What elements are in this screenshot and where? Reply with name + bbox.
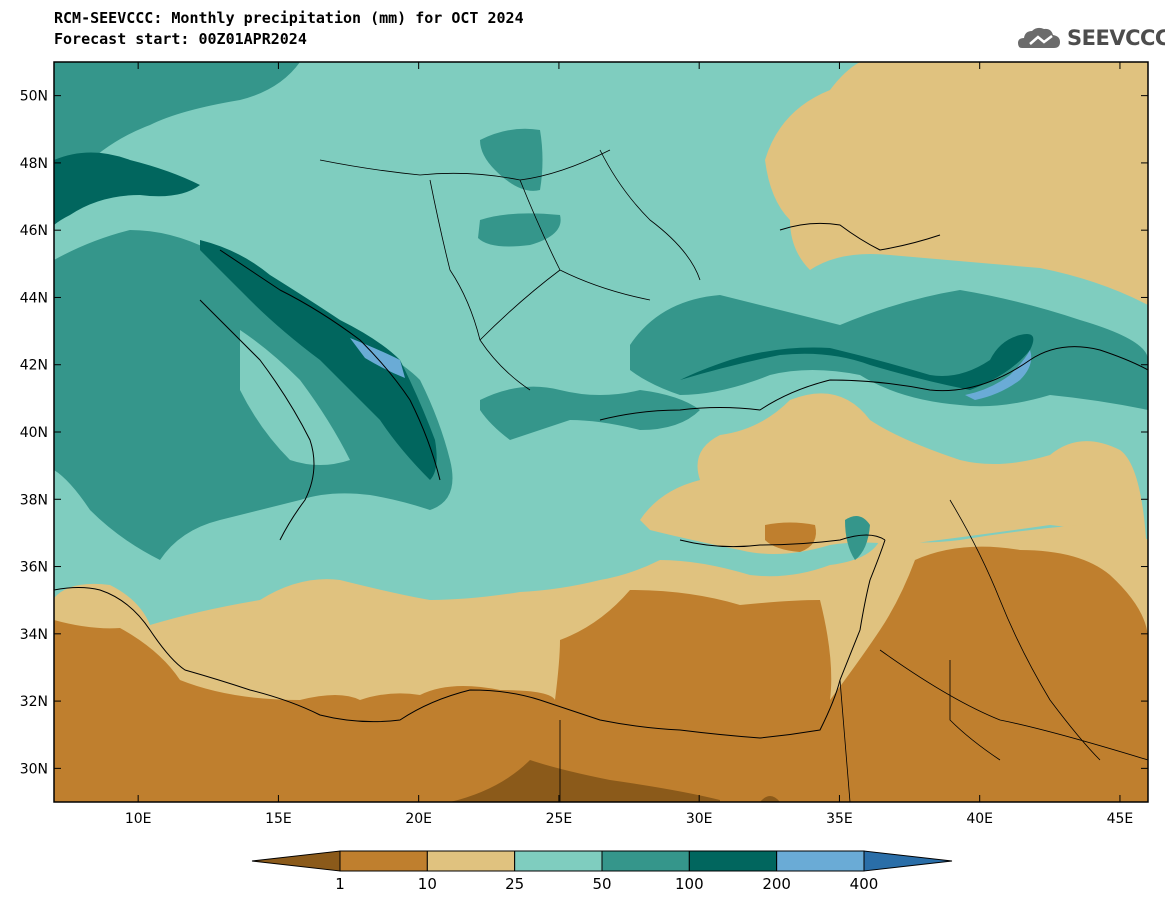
region-very-dry [450,760,720,802]
colorbar-segment-1 [339,850,428,872]
colorbar-segment-6 [776,850,865,872]
coastlines [54,149,1148,802]
coastline-crimea [779,222,941,251]
lon-label-30E: 30E [686,811,713,827]
region-extreme-blacksea [965,350,1032,400]
region-wet-west [54,62,300,215]
colorbar-segment-0 [251,850,341,872]
lat-label-46N: 46N [20,223,48,239]
region-wet-greece [480,386,700,440]
title-line-2: Forecast start: 00Z01APR2024 [54,30,307,48]
region-very-dry-2 [760,796,780,802]
lat-label-32N: 32N [20,694,48,710]
lon-label-15E: 15E [265,811,292,827]
lat-label-30N: 30N [20,761,48,777]
lon-label-45E: 45E [1107,811,1134,827]
region-wet-levant [845,516,870,560]
colorbar-label-200: 200 [762,875,791,893]
colorbar: 1 10 25 50 100 200 400 [251,850,953,893]
colorbar-label-1: 1 [335,875,345,893]
lon-label-40E: 40E [966,811,993,827]
colorbar-segment-7 [863,850,953,872]
longitude-axis: 10E 15E 20E 25E 30E 35E 40E 45E [125,62,1133,827]
colorbar-segment-2 [426,850,516,872]
lat-label-48N: 48N [20,156,48,172]
region-very-wet-blacksea [680,334,1034,390]
region-dry [54,546,1148,802]
logo-cloud-icon [1018,27,1060,48]
latitude-axis: 50N 48N 46N 44N 42N 40N 38N 36N 34N 32N 30N [20,89,1148,777]
colorbar-label-100: 100 [675,875,704,893]
colorbar-label-10: 10 [418,875,437,893]
region-wet-north [480,128,543,191]
logo-text: SEEVCCC [1067,26,1165,50]
lon-label-35E: 35E [826,811,853,827]
lat-label-50N: 50N [20,89,48,105]
map-field [54,62,1148,802]
lon-label-25E: 25E [546,811,573,827]
lon-label-20E: 20E [405,811,432,827]
coastline-north-africa [54,539,886,739]
colorbar-segment-3 [514,850,603,872]
lat-label-34N: 34N [20,627,48,643]
coastline-italy [199,249,441,541]
lon-label-10E: 10E [125,811,152,827]
lat-label-36N: 36N [20,560,48,576]
chart-title: RCM-SEEVCCC: Monthly precipitation (mm) … [54,8,524,50]
region-wet-carpathians [478,213,561,247]
region-semi-arid-anatolia [640,393,1148,600]
lat-label-42N: 42N [20,358,48,374]
region-semi-arid-northeast [765,62,1148,305]
colorbar-label-25: 25 [505,875,524,893]
colorbar-label-50: 50 [592,875,611,893]
coastline-turkey [599,346,1148,548]
lat-label-44N: 44N [20,290,48,306]
colorbar-label-400: 400 [850,875,879,893]
lat-label-38N: 38N [20,492,48,508]
region-very-wet-adriatic [200,240,437,480]
colorbar-segment-5 [688,850,778,872]
borders [319,149,1148,802]
title-line-1: RCM-SEEVCCC: Monthly precipitation (mm) … [54,9,524,27]
lat-label-40N: 40N [20,425,48,441]
region-semi-arid-italy [240,330,350,465]
region-very-wet-northwest [54,152,200,225]
colorbar-segment-4 [601,850,690,872]
